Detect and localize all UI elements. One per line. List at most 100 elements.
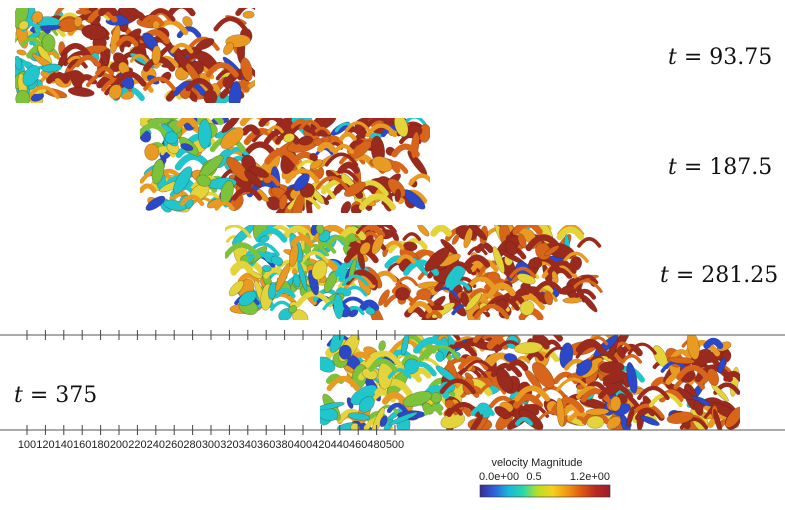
- vortex-tube: [129, 53, 149, 63]
- vortex-tube: [524, 288, 558, 302]
- vortex-blob: [180, 143, 194, 152]
- vortex-tube: [509, 266, 537, 279]
- vortex-blob: [270, 255, 284, 266]
- vortex-blob: [388, 411, 418, 426]
- vortex-tube: [627, 342, 657, 355]
- vortex-tube: [241, 141, 278, 158]
- tick-label: 240: [147, 439, 165, 451]
- vortex-tube: [374, 378, 413, 397]
- vortex-blob: [292, 273, 301, 288]
- vortex-blob: [626, 362, 638, 394]
- vortex-tube: [342, 285, 368, 297]
- colorbar-max-label: 1.2e+00: [570, 471, 610, 483]
- vortex-tube: [140, 183, 157, 193]
- vortex-tube: [339, 131, 357, 141]
- tick-label: 420: [312, 439, 330, 451]
- vortex-tube: [274, 287, 296, 299]
- vortex-blob: [173, 166, 193, 194]
- vortex-tube: [327, 235, 350, 246]
- vortex-blob: [223, 42, 234, 55]
- colorbar-gradient: [479, 484, 611, 498]
- tick-label: 260: [165, 439, 183, 451]
- vortex-blob: [544, 245, 560, 257]
- vortex-blob: [283, 133, 295, 143]
- vortex-blob: [244, 170, 263, 188]
- vortex-tube: [344, 121, 371, 133]
- vortex-blob: [562, 297, 583, 304]
- vortex-tube: [290, 234, 314, 247]
- tick-label: 340: [239, 439, 257, 451]
- vortex-blob: [248, 165, 269, 178]
- vortex-tube: [317, 141, 336, 153]
- vortex-tube: [326, 375, 360, 392]
- vortex-blob: [100, 51, 109, 66]
- vortex-tube: [575, 338, 605, 354]
- vortex-tube: [444, 261, 473, 274]
- vortex-tube: [355, 225, 389, 235]
- vortex-blob: [329, 335, 346, 353]
- vortex-tube: [598, 383, 634, 400]
- vortex-tube: [386, 402, 408, 414]
- colorbar-mid-label: 0.5: [526, 471, 541, 483]
- vortex-tube: [194, 118, 224, 126]
- tick-label: 180: [91, 439, 109, 451]
- vortex-tube: [176, 118, 198, 128]
- vortex-tube: [365, 123, 398, 138]
- vortex-tube: [621, 354, 643, 364]
- vortex-tube: [525, 351, 545, 362]
- vortex-tube: [510, 286, 545, 303]
- vortex-blob: [467, 225, 487, 241]
- vortex-tube: [264, 148, 300, 165]
- vortex-tube: [213, 16, 248, 32]
- vortex-tube: [391, 143, 420, 158]
- vortex-tube: [365, 350, 403, 368]
- vortex-tube: [403, 118, 427, 126]
- vortex-tube: [113, 71, 147, 87]
- vortex-blob: [144, 143, 160, 161]
- vortex-blob: [693, 400, 704, 416]
- vortex-blob: [151, 158, 165, 185]
- vortex-blob: [494, 405, 511, 419]
- vortex-blob: [395, 287, 411, 301]
- vortex-tube: [274, 259, 302, 273]
- vortex-tube: [449, 280, 471, 291]
- colorbar: velocity Magnitude 0.0e+00 0.5 1.2e+00: [479, 457, 611, 498]
- vortex-tube: [240, 124, 261, 136]
- vortex-tube: [255, 227, 288, 243]
- vortex-blob: [503, 353, 518, 363]
- vortex-tube: [407, 301, 433, 314]
- vortex-blob: [378, 340, 386, 352]
- vortex-blob: [231, 225, 255, 246]
- vortex-tube: [488, 282, 516, 297]
- vortex-blob: [556, 397, 565, 427]
- vortex-blob: [220, 127, 244, 150]
- vortex-blob: [492, 246, 505, 274]
- vortex-blob: [379, 415, 388, 428]
- vortex-tube: [658, 389, 684, 403]
- vortex-blob: [394, 188, 401, 203]
- vortex-blob: [31, 11, 44, 24]
- vortex-tube: [360, 118, 392, 127]
- vortex-blob: [297, 261, 308, 292]
- vortex-tube: [670, 349, 692, 360]
- vortex-blob: [496, 367, 513, 393]
- vortex-tube: [225, 225, 252, 239]
- vortex-tube: [299, 119, 322, 130]
- tick-label: 400: [294, 439, 312, 451]
- vortex-blob: [667, 356, 695, 365]
- vortex-tube: [243, 128, 281, 146]
- vortex-tube: [205, 62, 239, 78]
- vortex-blob: [195, 38, 215, 51]
- vortex-blob: [666, 411, 694, 425]
- vortex-tube: [473, 303, 510, 320]
- vortex-blob: [238, 290, 257, 307]
- vortex-blob: [585, 408, 610, 416]
- vortex-tube: [514, 385, 551, 402]
- flow-field-snapshot-1: [15, 8, 255, 103]
- vortex-tube: [186, 36, 220, 51]
- vortex-blob: [586, 415, 605, 429]
- vortex-tube: [588, 351, 619, 365]
- vortex-blob: [640, 415, 660, 426]
- vortex-blob: [519, 408, 544, 430]
